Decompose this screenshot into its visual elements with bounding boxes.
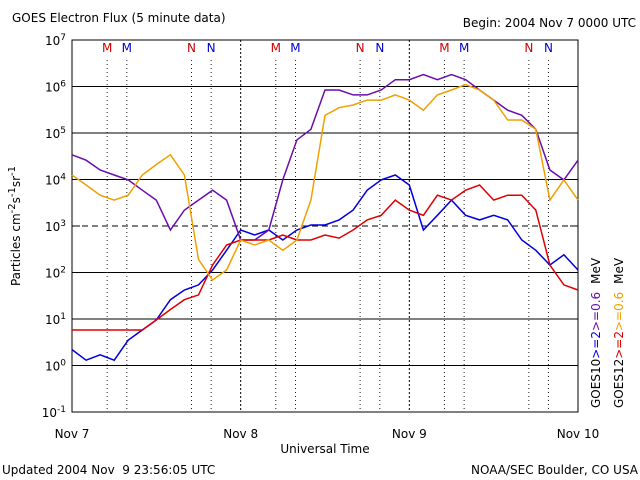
y-tick-exp: 7 [60, 33, 66, 43]
y-tick-exp: -1 [57, 405, 66, 415]
y-tick-exp: 0 [60, 359, 66, 369]
chart-title: GOES Electron Flux (5 minute data) [12, 11, 226, 25]
plot-frame [71, 39, 579, 413]
y-tick-exp: 3 [60, 219, 66, 229]
marker-label: M [102, 41, 112, 55]
x-axis-label: Universal Time [280, 442, 369, 456]
marker-label: N [207, 41, 216, 55]
y-tick-exp: 4 [60, 173, 66, 183]
marker-label: M [439, 41, 449, 55]
legend-entry: GOES12>=2>=0.6 MeV [612, 257, 626, 408]
y-tick-label: 10-1 [42, 405, 66, 420]
legend-unit: MeV [612, 257, 626, 284]
y-tick-label: 105 [45, 126, 66, 141]
legend-unit: MeV [589, 257, 603, 284]
y-tick-label: 102 [45, 266, 66, 281]
marker-label: M [122, 41, 132, 55]
y-tick-base: 10 [45, 313, 60, 327]
marker-label: N [187, 41, 196, 55]
legend-name: >=2 [612, 331, 626, 359]
y-tick-label: 104 [45, 173, 66, 188]
marker-label: N [524, 41, 533, 55]
y-label-exp: -2 [7, 203, 18, 213]
x-tick-label: Nov 8 [223, 427, 258, 441]
y-label-part: s [9, 197, 23, 203]
marker-label: M [459, 41, 469, 55]
series-line [71, 83, 579, 282]
footer-right: NOAA/SEC Boulder, CO USA [471, 463, 639, 477]
y-tick-label: 107 [45, 33, 66, 48]
x-tick-label: Nov 9 [392, 427, 427, 441]
y-label-part: Particles cm [9, 213, 23, 286]
y-tick-exp: 5 [60, 126, 66, 136]
x-tick-label: Nov 7 [55, 427, 90, 441]
y-tick-base: 10 [45, 127, 60, 141]
y-label-exp: -1 [7, 187, 18, 197]
y-tick-base: 10 [42, 406, 57, 420]
marker-label: N [544, 41, 553, 55]
footer-left: Updated 2004 Nov 9 23:56:05 UTC [2, 463, 215, 477]
y-label-part: sr [9, 176, 23, 187]
marker-label: N [356, 41, 365, 55]
y-tick-base: 10 [45, 34, 60, 48]
y-tick-label: 106 [45, 80, 66, 95]
y-tick-label: 101 [45, 312, 66, 327]
legend-satellite: GOES12 [612, 359, 626, 408]
y-tick-exp: 1 [60, 312, 66, 322]
y-tick-exp: 2 [60, 266, 66, 276]
y-label-exp: -1 [7, 166, 18, 176]
y-tick-label: 103 [45, 219, 66, 234]
y-tick-base: 10 [45, 81, 60, 95]
y-tick-base: 10 [45, 174, 60, 188]
legend-entry: GOES10>=2>=0.6 MeV [589, 257, 603, 408]
y-tick-label: 100 [45, 359, 66, 374]
y-tick-exp: 6 [60, 80, 66, 90]
legend-satellite: GOES10 [589, 359, 603, 408]
y-tick-base: 10 [45, 220, 60, 234]
x-tick-label: Nov 10 [557, 427, 600, 441]
subtitle: Begin: 2004 Nov 7 0000 UTC [463, 16, 636, 30]
y-tick-base: 10 [45, 267, 60, 281]
legend-name: >=0.6 [589, 292, 603, 331]
legend-name: >=0.6 [612, 292, 626, 331]
marker-label: M [271, 41, 281, 55]
y-axis-label: Particles cm-2s-1sr-1 [7, 166, 24, 286]
y-tick-base: 10 [45, 360, 60, 374]
marker-label: M [290, 41, 300, 55]
marker-label: N [375, 41, 384, 55]
series-line [72, 184, 579, 331]
legend-name: >=2 [589, 331, 603, 359]
